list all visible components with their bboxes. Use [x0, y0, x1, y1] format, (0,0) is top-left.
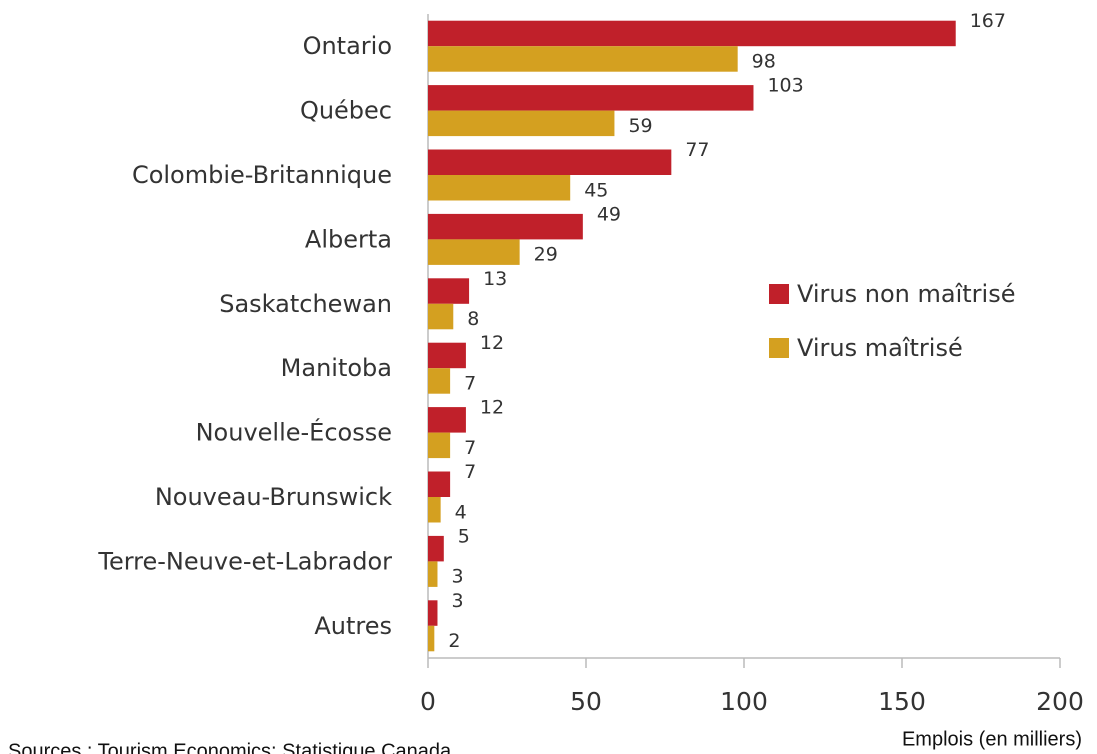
value-label: 45 [584, 179, 608, 201]
value-label: 49 [597, 203, 621, 225]
x-tick-label: 0 [420, 687, 436, 716]
bar [428, 278, 470, 304]
bar [428, 600, 438, 626]
value-label: 7 [464, 437, 476, 459]
bar [428, 239, 520, 265]
value-label: 8 [467, 308, 479, 330]
y-tick-label: Saskatchewan [219, 290, 392, 318]
y-tick-label: Nouveau-Brunswick [155, 483, 392, 511]
bar [428, 368, 451, 394]
bar [428, 213, 583, 240]
bar [428, 432, 451, 459]
x-tick-label: 150 [878, 687, 926, 716]
bar [428, 46, 738, 72]
value-label: 13 [483, 268, 507, 290]
x-tick-label: 200 [1036, 687, 1084, 716]
x-axis-label: Emplois (en milliers) [902, 728, 1082, 750]
x-tick-label: 100 [720, 687, 768, 716]
value-label: 3 [451, 590, 463, 612]
bar [428, 471, 451, 497]
value-label: 2 [448, 630, 460, 652]
bar [428, 342, 466, 369]
bar [428, 175, 571, 201]
bar [428, 625, 435, 652]
bar [428, 85, 754, 111]
y-tick-label: Ontario [303, 32, 392, 60]
value-label: 3 [451, 566, 463, 588]
value-label: 103 [767, 75, 803, 97]
bar [428, 407, 466, 433]
bar [428, 561, 438, 587]
y-tick-label: Colombie-Britannique [132, 161, 392, 189]
bar [428, 20, 956, 47]
legend-swatch [769, 284, 789, 304]
bar [428, 535, 444, 562]
value-label: 29 [534, 244, 558, 266]
bar [428, 149, 672, 175]
value-label: 7 [464, 372, 476, 394]
value-label: 4 [455, 501, 467, 523]
source-note: Sources : Tourism Economics; Statistique… [8, 740, 452, 754]
bar [428, 303, 454, 330]
legend-label: Virus maîtrisé [797, 334, 963, 362]
bar [428, 497, 441, 523]
y-tick-label: Terre-Neuve-et-Labrador [97, 547, 392, 575]
y-tick-label: Manitoba [281, 354, 392, 382]
value-label: 12 [480, 397, 504, 419]
y-tick-label: Autres [314, 612, 392, 640]
legend-swatch [769, 338, 789, 358]
value-label: 5 [458, 525, 470, 547]
y-tick-label: Nouvelle-Écosse [196, 418, 392, 447]
bar [428, 110, 615, 137]
legend-label: Virus non maîtrisé [797, 280, 1015, 308]
value-label: 12 [480, 332, 504, 354]
y-tick-label: Alberta [305, 225, 392, 253]
value-label: 98 [752, 50, 776, 72]
value-label: 77 [685, 139, 709, 161]
y-tick-label: Québec [300, 97, 392, 125]
value-label: 7 [464, 461, 476, 483]
x-tick-label: 50 [570, 687, 602, 716]
value-label: 59 [628, 115, 652, 137]
value-label: 167 [970, 10, 1006, 32]
